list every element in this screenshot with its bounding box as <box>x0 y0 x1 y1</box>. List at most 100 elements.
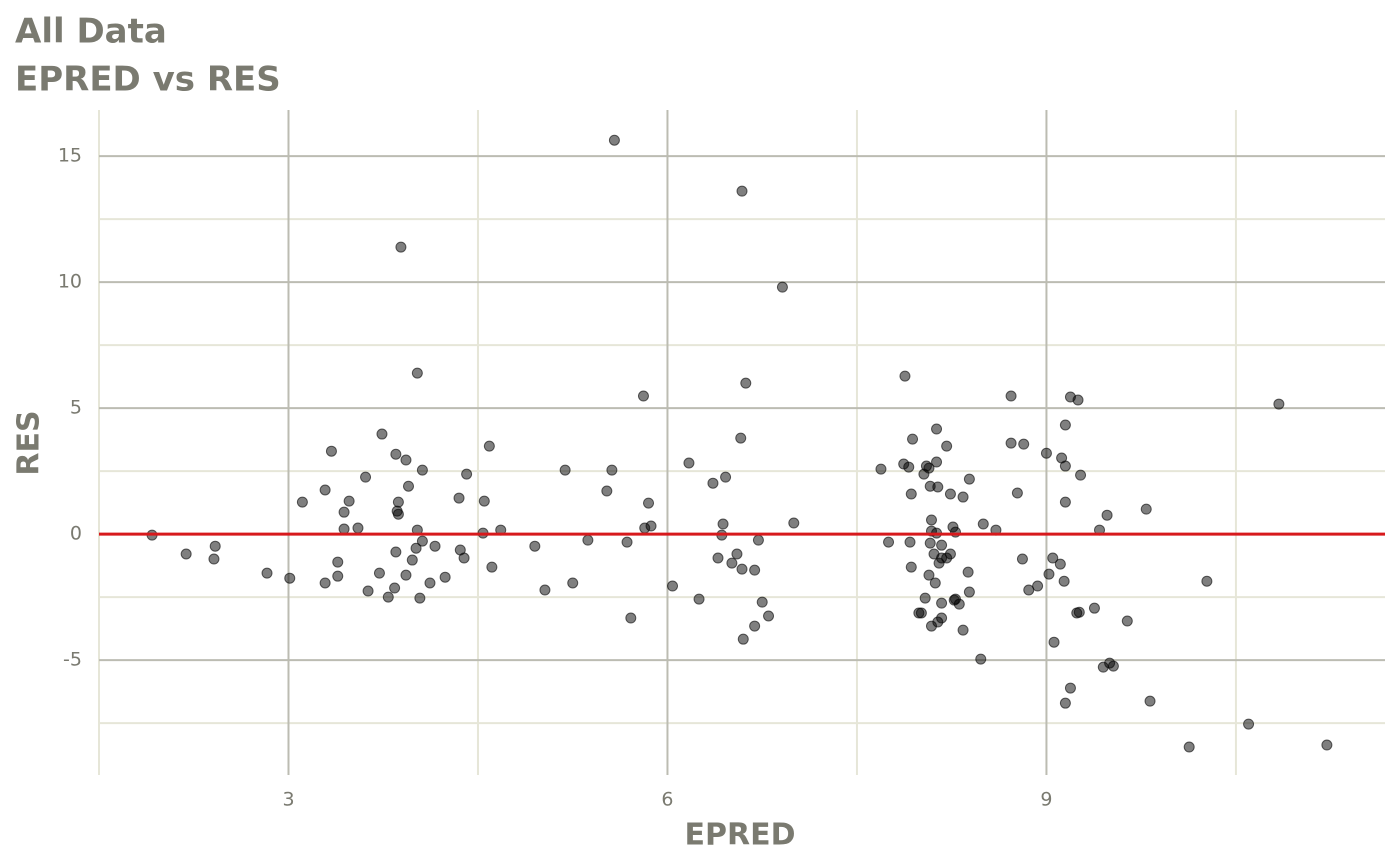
point <box>749 620 761 632</box>
point <box>737 633 749 645</box>
point <box>924 537 936 549</box>
point <box>923 462 935 474</box>
point <box>1058 575 1070 587</box>
point <box>1075 469 1087 481</box>
point <box>1088 602 1100 614</box>
point <box>1183 741 1195 753</box>
point <box>529 540 541 552</box>
point <box>373 567 385 579</box>
point <box>693 593 705 605</box>
point <box>400 569 412 581</box>
point <box>360 471 372 483</box>
point <box>402 480 414 492</box>
point <box>726 557 738 569</box>
point <box>296 496 308 508</box>
point <box>1107 660 1119 672</box>
point <box>1101 509 1113 521</box>
point <box>645 520 657 532</box>
point <box>905 561 917 573</box>
point <box>608 134 620 146</box>
point <box>1140 503 1152 515</box>
point <box>439 571 451 583</box>
point <box>1016 553 1028 565</box>
point <box>957 491 969 503</box>
point <box>936 612 948 624</box>
point <box>582 534 594 546</box>
y-tick-label: 10 <box>58 271 82 293</box>
point <box>208 553 220 565</box>
point <box>788 517 800 529</box>
point <box>362 585 374 597</box>
point <box>944 548 956 560</box>
point <box>1243 718 1255 730</box>
y-tick-label: -5 <box>63 649 82 671</box>
point <box>883 536 895 548</box>
chart-title: All Data <box>15 12 167 52</box>
point <box>400 454 412 466</box>
point <box>1073 606 1085 618</box>
point <box>707 477 719 489</box>
point <box>903 461 915 473</box>
point <box>411 367 423 379</box>
point <box>392 508 404 520</box>
point <box>416 464 428 476</box>
point <box>977 518 989 530</box>
point <box>875 463 887 475</box>
point <box>389 582 401 594</box>
point <box>923 569 935 581</box>
point <box>931 456 943 468</box>
point <box>625 612 637 624</box>
point <box>736 185 748 197</box>
point <box>1018 438 1030 450</box>
point <box>319 484 331 496</box>
point <box>559 464 571 476</box>
point <box>1005 437 1017 449</box>
point <box>756 596 768 608</box>
point <box>390 546 402 558</box>
point <box>1064 682 1076 694</box>
point <box>429 540 441 552</box>
point <box>414 592 426 604</box>
point <box>1321 739 1333 751</box>
point <box>338 506 350 518</box>
point <box>731 548 743 560</box>
point <box>352 522 364 534</box>
point <box>453 492 465 504</box>
point <box>376 428 388 440</box>
point <box>343 495 355 507</box>
point <box>567 577 579 589</box>
point <box>643 497 655 509</box>
point <box>944 488 956 500</box>
point <box>410 542 422 554</box>
point <box>395 241 407 253</box>
point <box>180 548 192 560</box>
point <box>740 377 752 389</box>
point <box>261 567 273 579</box>
point <box>424 577 436 589</box>
x-tick-label: 9 <box>1040 789 1052 811</box>
point <box>1047 552 1059 564</box>
point <box>483 440 495 452</box>
point <box>621 536 633 548</box>
point <box>936 597 948 609</box>
point <box>1043 568 1055 580</box>
point <box>332 570 344 582</box>
point <box>720 471 732 483</box>
points <box>146 134 1333 753</box>
point <box>907 433 919 445</box>
point <box>338 523 350 535</box>
point <box>957 624 969 636</box>
point <box>752 534 764 546</box>
point <box>390 448 402 460</box>
point <box>735 432 747 444</box>
point <box>325 445 337 457</box>
point <box>915 607 927 619</box>
point <box>736 563 748 575</box>
point <box>1273 398 1285 410</box>
point <box>458 552 470 564</box>
point <box>683 457 695 469</box>
point <box>925 514 937 526</box>
point <box>667 580 679 592</box>
y-tick-label: 5 <box>70 397 82 419</box>
